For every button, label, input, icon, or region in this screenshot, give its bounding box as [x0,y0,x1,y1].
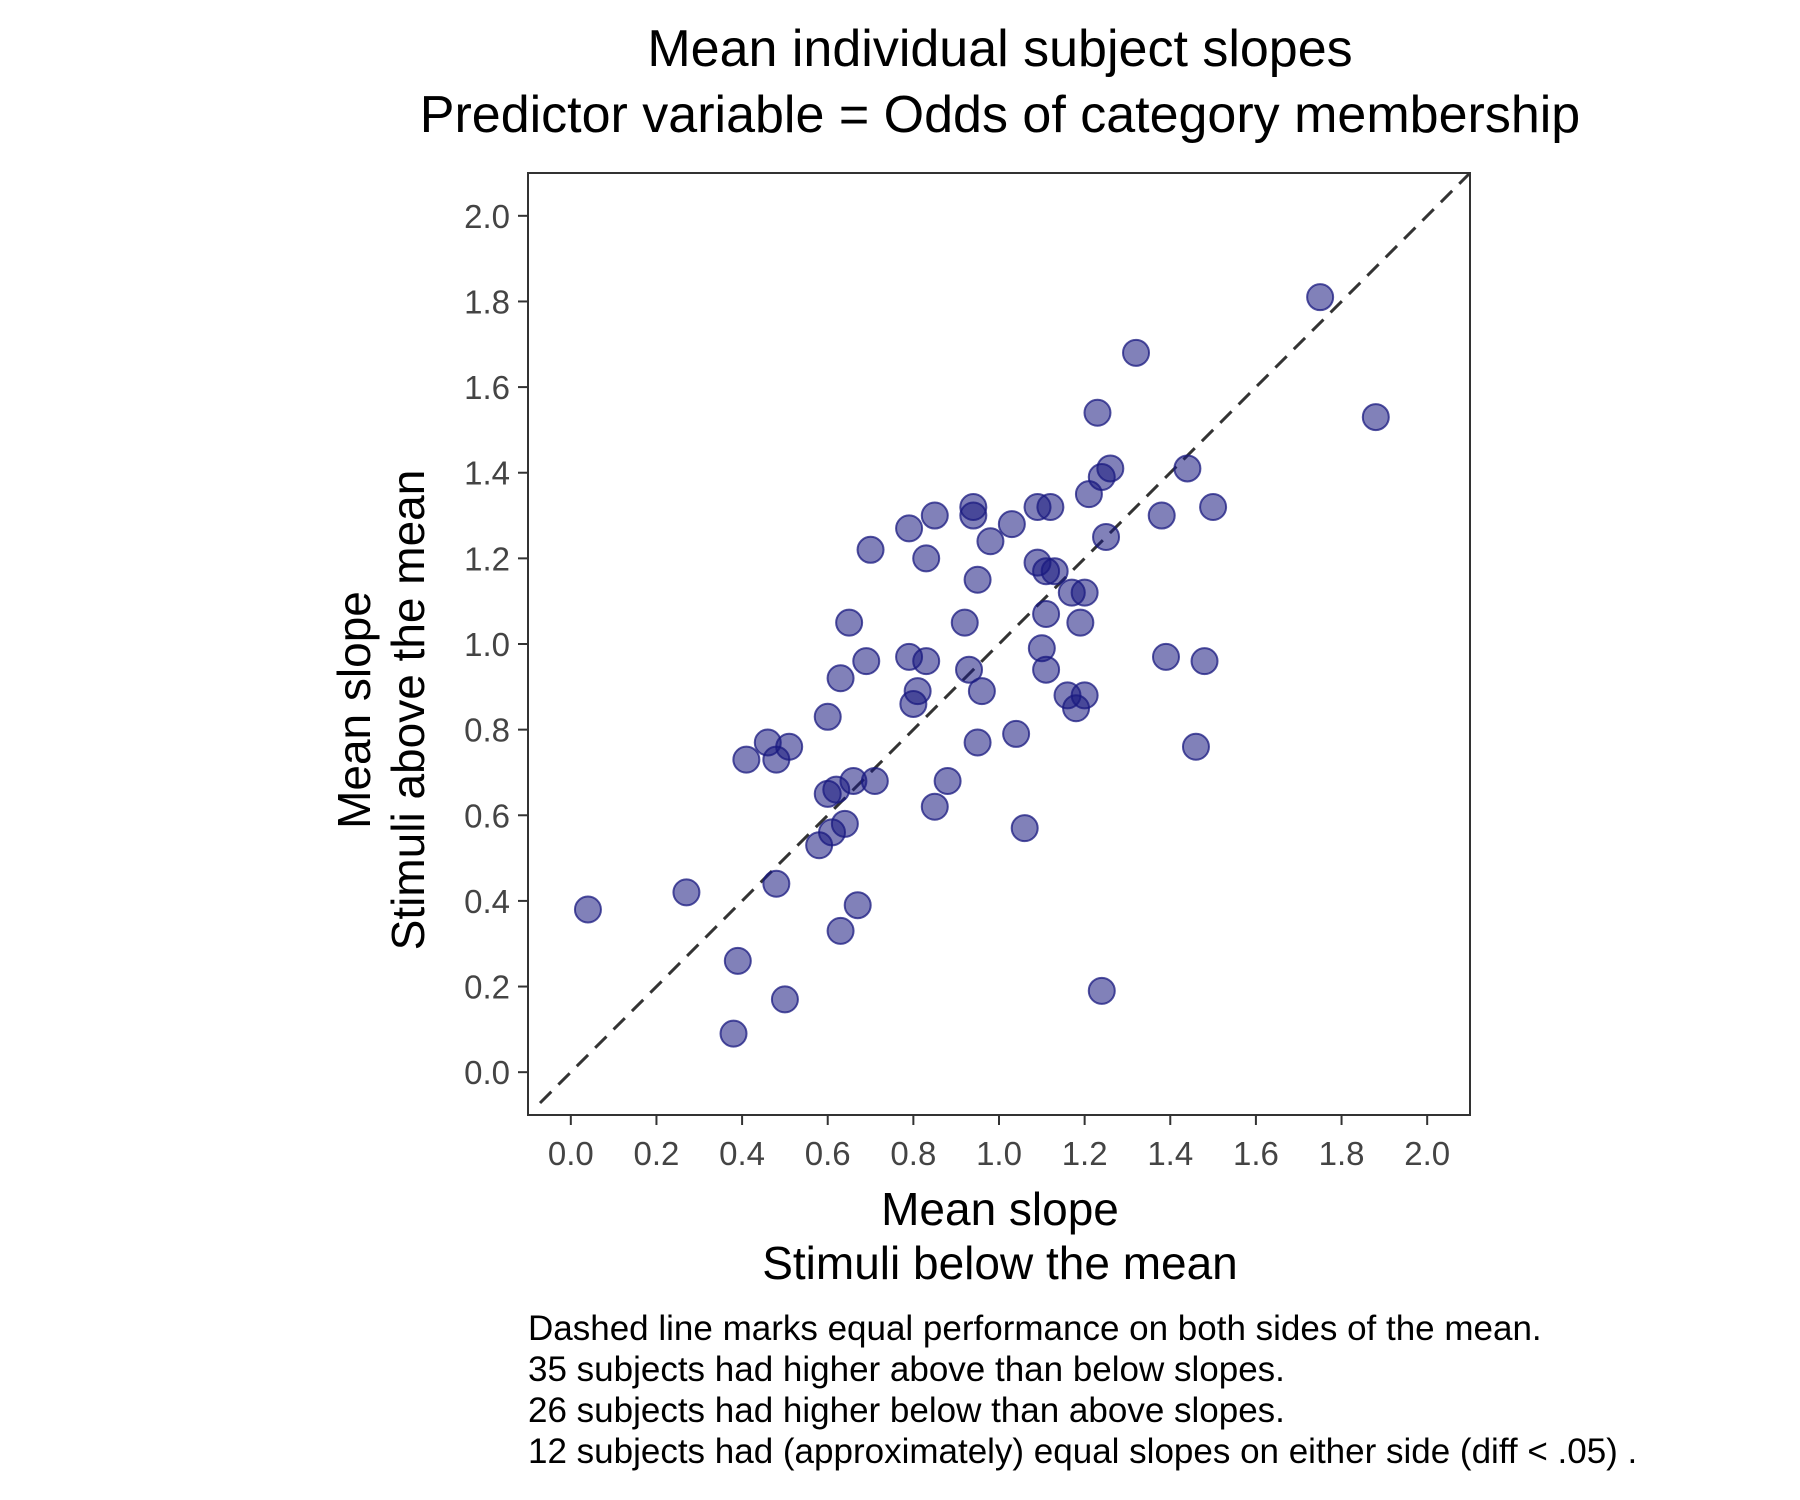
data-point [903,677,932,706]
y-tick-label: 1.0 [464,626,510,663]
data-point [1002,719,1031,748]
data-point [997,510,1026,539]
data-point [843,891,872,920]
data-point [920,501,949,530]
data-point [1040,557,1069,586]
y-tick-label: 0.4 [464,883,510,920]
y-tick-label: 0.6 [464,797,510,834]
caption-line: 35 subjects had higher above than below … [528,1350,1285,1389]
data-point [967,677,996,706]
x-tick-label: 0.0 [548,1135,594,1172]
data-point [1096,454,1125,483]
data-point [826,916,855,945]
data-point [976,527,1005,556]
data-point [573,895,602,924]
data-point [1122,338,1151,367]
y-tick-label: 1.2 [464,540,510,577]
y-tick-label: 1.8 [464,283,510,320]
data-point [1306,283,1335,312]
data-point [1147,501,1176,530]
x-axis-title-line-2: Stimuli below the mean [762,1237,1238,1289]
data-point [719,1019,748,1048]
data-point [959,492,988,521]
data-point [770,985,799,1014]
x-axis-title-line-1: Mean slope [881,1183,1119,1235]
data-point [912,544,941,573]
data-point [1083,398,1112,427]
data-point [835,608,864,637]
data-point [860,767,889,796]
y-tick-label: 2.0 [464,198,510,235]
chart-title-line-1: Mean individual subject slopes [647,20,1352,78]
x-tick-label: 1.8 [1319,1135,1365,1172]
data-point [830,809,859,838]
data-point [1151,642,1180,671]
data-point [920,792,949,821]
caption-line: 12 subjects had (approximately) equal sl… [528,1432,1638,1471]
data-point [1066,608,1095,637]
data-point [912,647,941,676]
y-tick-label: 0.2 [464,969,510,1006]
data-point [1032,600,1061,629]
data-point [963,565,992,594]
data-point [1070,681,1099,710]
x-axis: 0.0 0.2 0.4 0.6 0.8 1.0 1.2 1.4 1.6 1.8 2.0 [548,1115,1450,1172]
y-axis-title-line-1: Mean slope [328,591,380,829]
data-point [1087,976,1116,1005]
caption-line: Dashed line marks equal performance on b… [528,1309,1542,1348]
data-point [723,946,752,975]
data-point [1036,492,1065,521]
points-layer [573,283,1390,1048]
x-tick-label: 1.6 [1233,1135,1279,1172]
data-point [1032,655,1061,684]
y-axis: 0.0 0.2 0.4 0.6 0.8 1.0 1.2 1.4 1.6 1.8 2.0 [464,198,528,1091]
y-tick-label: 1.4 [464,455,510,492]
data-point [1361,403,1390,432]
data-point [775,732,804,761]
data-point [1181,732,1210,761]
data-point [856,535,885,564]
y-tick-label: 0.0 [464,1054,510,1091]
chart-caption: Dashed line marks equal performance on b… [528,1308,1637,1472]
data-point [963,728,992,757]
data-point [955,655,984,684]
x-tick-label: 1.0 [976,1135,1022,1172]
x-tick-label: 0.2 [634,1135,680,1172]
identity-reference-line [538,171,1472,1105]
data-point [732,745,761,774]
data-point [813,702,842,731]
data-point [1173,454,1202,483]
data-point [826,664,855,693]
y-axis-title-line-2: Stimuli above the mean [382,470,434,951]
data-point [895,514,924,543]
data-point [1070,578,1099,607]
x-tick-label: 0.8 [890,1135,936,1172]
caption-line: 26 subjects had higher below than above … [528,1391,1285,1430]
x-tick-label: 2.0 [1404,1135,1450,1172]
x-tick-label: 0.6 [805,1135,851,1172]
y-tick-label: 0.8 [464,712,510,749]
x-tick-label: 1.2 [1062,1135,1108,1172]
data-point [762,869,791,898]
chart-title-line-2: Predictor variable = Odds of category me… [420,86,1580,144]
data-point [852,647,881,676]
data-point [1190,647,1219,676]
data-point [950,608,979,637]
data-point [1010,814,1039,843]
x-tick-label: 1.4 [1147,1135,1193,1172]
data-point [672,878,701,907]
data-point [1092,522,1121,551]
x-tick-label: 0.4 [719,1135,765,1172]
data-point [1199,492,1228,521]
y-tick-label: 1.6 [464,369,510,406]
data-point [933,767,962,796]
